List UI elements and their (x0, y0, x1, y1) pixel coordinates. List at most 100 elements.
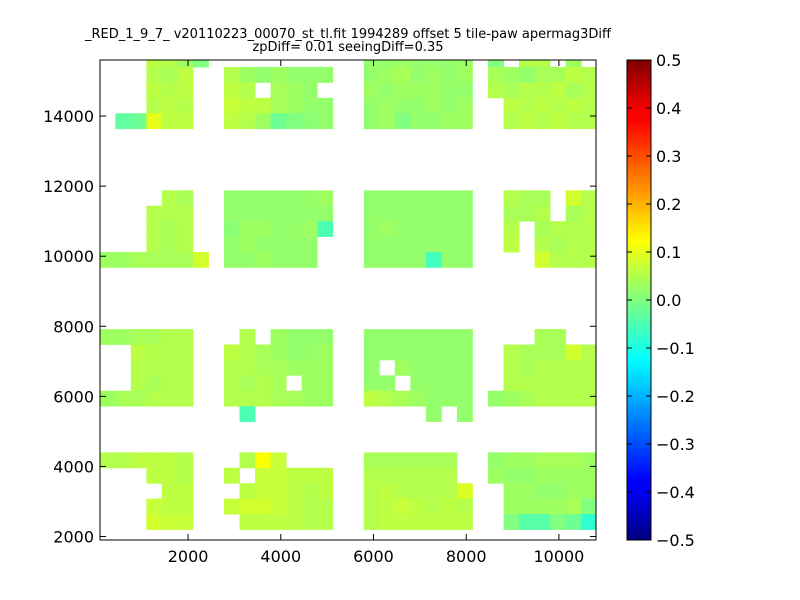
heatmap-cell (301, 97, 318, 114)
heatmap-cell (379, 236, 396, 253)
heatmap-cell (456, 344, 473, 361)
heatmap-cell (581, 344, 597, 361)
heatmap-cell (317, 113, 334, 130)
heatmap-cell (286, 514, 303, 530)
heatmap-cell (317, 467, 334, 484)
heatmap-cell (441, 467, 458, 484)
heatmap-cell (379, 60, 396, 68)
heatmap-cell (146, 514, 163, 530)
heatmap-cell (130, 113, 147, 130)
heatmap-cell (270, 97, 287, 114)
heatmap-cell (239, 82, 256, 99)
heatmap-cell (239, 67, 256, 83)
heatmap-cell (441, 205, 458, 222)
heatmap-cell (161, 514, 178, 530)
heatmap-cell (255, 452, 271, 469)
heatmap-cell (379, 375, 396, 392)
heatmap-cell (550, 498, 567, 515)
heatmap-cell (270, 390, 287, 407)
heatmap-cell (534, 82, 551, 99)
heatmap-cell (146, 498, 163, 515)
heatmap-cell (519, 67, 535, 83)
heatmap-cell (286, 67, 303, 83)
heatmap-cell (565, 60, 582, 68)
heatmap-cell (100, 252, 116, 268)
heatmap-cell (441, 60, 458, 68)
heatmap-cell (503, 344, 520, 361)
heatmap-cell (425, 467, 442, 484)
heatmap-cell (487, 67, 504, 83)
heatmap-cell (379, 344, 396, 361)
heatmap-cell (379, 452, 396, 469)
heatmap-cell (301, 498, 318, 515)
heatmap-cell (534, 344, 551, 361)
heatmap-cell (270, 252, 287, 268)
heatmap-cell (456, 359, 473, 376)
heatmap-cell (286, 236, 303, 253)
heatmap-cell (224, 97, 240, 114)
heatmap-cell (503, 113, 520, 130)
heatmap-cell (519, 344, 535, 361)
heatmap-cell (394, 190, 411, 207)
heatmap-cell (534, 113, 551, 130)
heatmap-cell (456, 190, 473, 207)
heatmap-cell (224, 252, 240, 268)
heatmap-cell (224, 82, 240, 99)
colorbar-tick-label: 0.4 (656, 99, 681, 118)
heatmap-cell (550, 82, 567, 99)
heatmap-cell (130, 390, 147, 407)
heatmap-cell (550, 252, 567, 268)
heatmap-cell (565, 67, 582, 83)
heatmap-cell (441, 97, 458, 114)
heatmap-cell (301, 483, 318, 500)
chart-subtitle: zpDiff= 0.01 seeingDiff=0.35 (252, 40, 443, 55)
heatmap-cell (441, 252, 458, 268)
heatmap-cell (425, 329, 442, 345)
heatmap-cell (441, 390, 458, 407)
heatmap-cell (394, 344, 411, 361)
heatmap-cell (255, 483, 271, 500)
heatmap-cell (581, 221, 597, 237)
heatmap-cell (363, 60, 380, 68)
heatmap-cell (534, 190, 551, 207)
heatmap-cell (441, 113, 458, 130)
x-tick-label: 8000 (446, 547, 487, 566)
heatmap-cell (255, 190, 271, 207)
heatmap-cell (255, 113, 271, 130)
heatmap-cell (239, 514, 256, 530)
heatmap-cell (270, 82, 287, 99)
heatmap-cell (394, 205, 411, 222)
heatmap-cell (270, 236, 287, 253)
colorbar-tick-label: 0.3 (656, 147, 681, 166)
heatmap-cell (410, 97, 427, 114)
heatmap-cell (270, 514, 287, 530)
heatmap-cell (301, 467, 318, 484)
heatmap-cell (239, 329, 256, 345)
heatmap-cell (363, 344, 380, 361)
heatmap-cell (441, 221, 458, 237)
heatmap-cell (441, 329, 458, 345)
heatmap-cell (534, 221, 551, 237)
heatmap-cell (441, 375, 458, 392)
heatmap-cell (410, 467, 427, 484)
heatmap-cell (379, 67, 396, 83)
heatmap-cell (581, 236, 597, 253)
heatmap-cell (363, 113, 380, 130)
heatmap-cell (534, 359, 551, 376)
heatmap-cell (161, 452, 178, 469)
heatmap-cell (270, 329, 287, 345)
heatmap-cell (503, 452, 520, 469)
heatmap-cell (565, 97, 582, 114)
heatmap-cell (130, 452, 147, 469)
heatmap-cell (286, 82, 303, 99)
heatmap-cell (379, 390, 396, 407)
heatmap-cell (286, 221, 303, 237)
heatmap-cell (410, 452, 427, 469)
heatmap-cell (534, 514, 551, 530)
heatmap-cell (317, 190, 334, 207)
heatmap-cell (379, 82, 396, 99)
heatmap-cell (239, 344, 256, 361)
heatmap-cell (286, 467, 303, 484)
heatmap-cell (394, 67, 411, 83)
